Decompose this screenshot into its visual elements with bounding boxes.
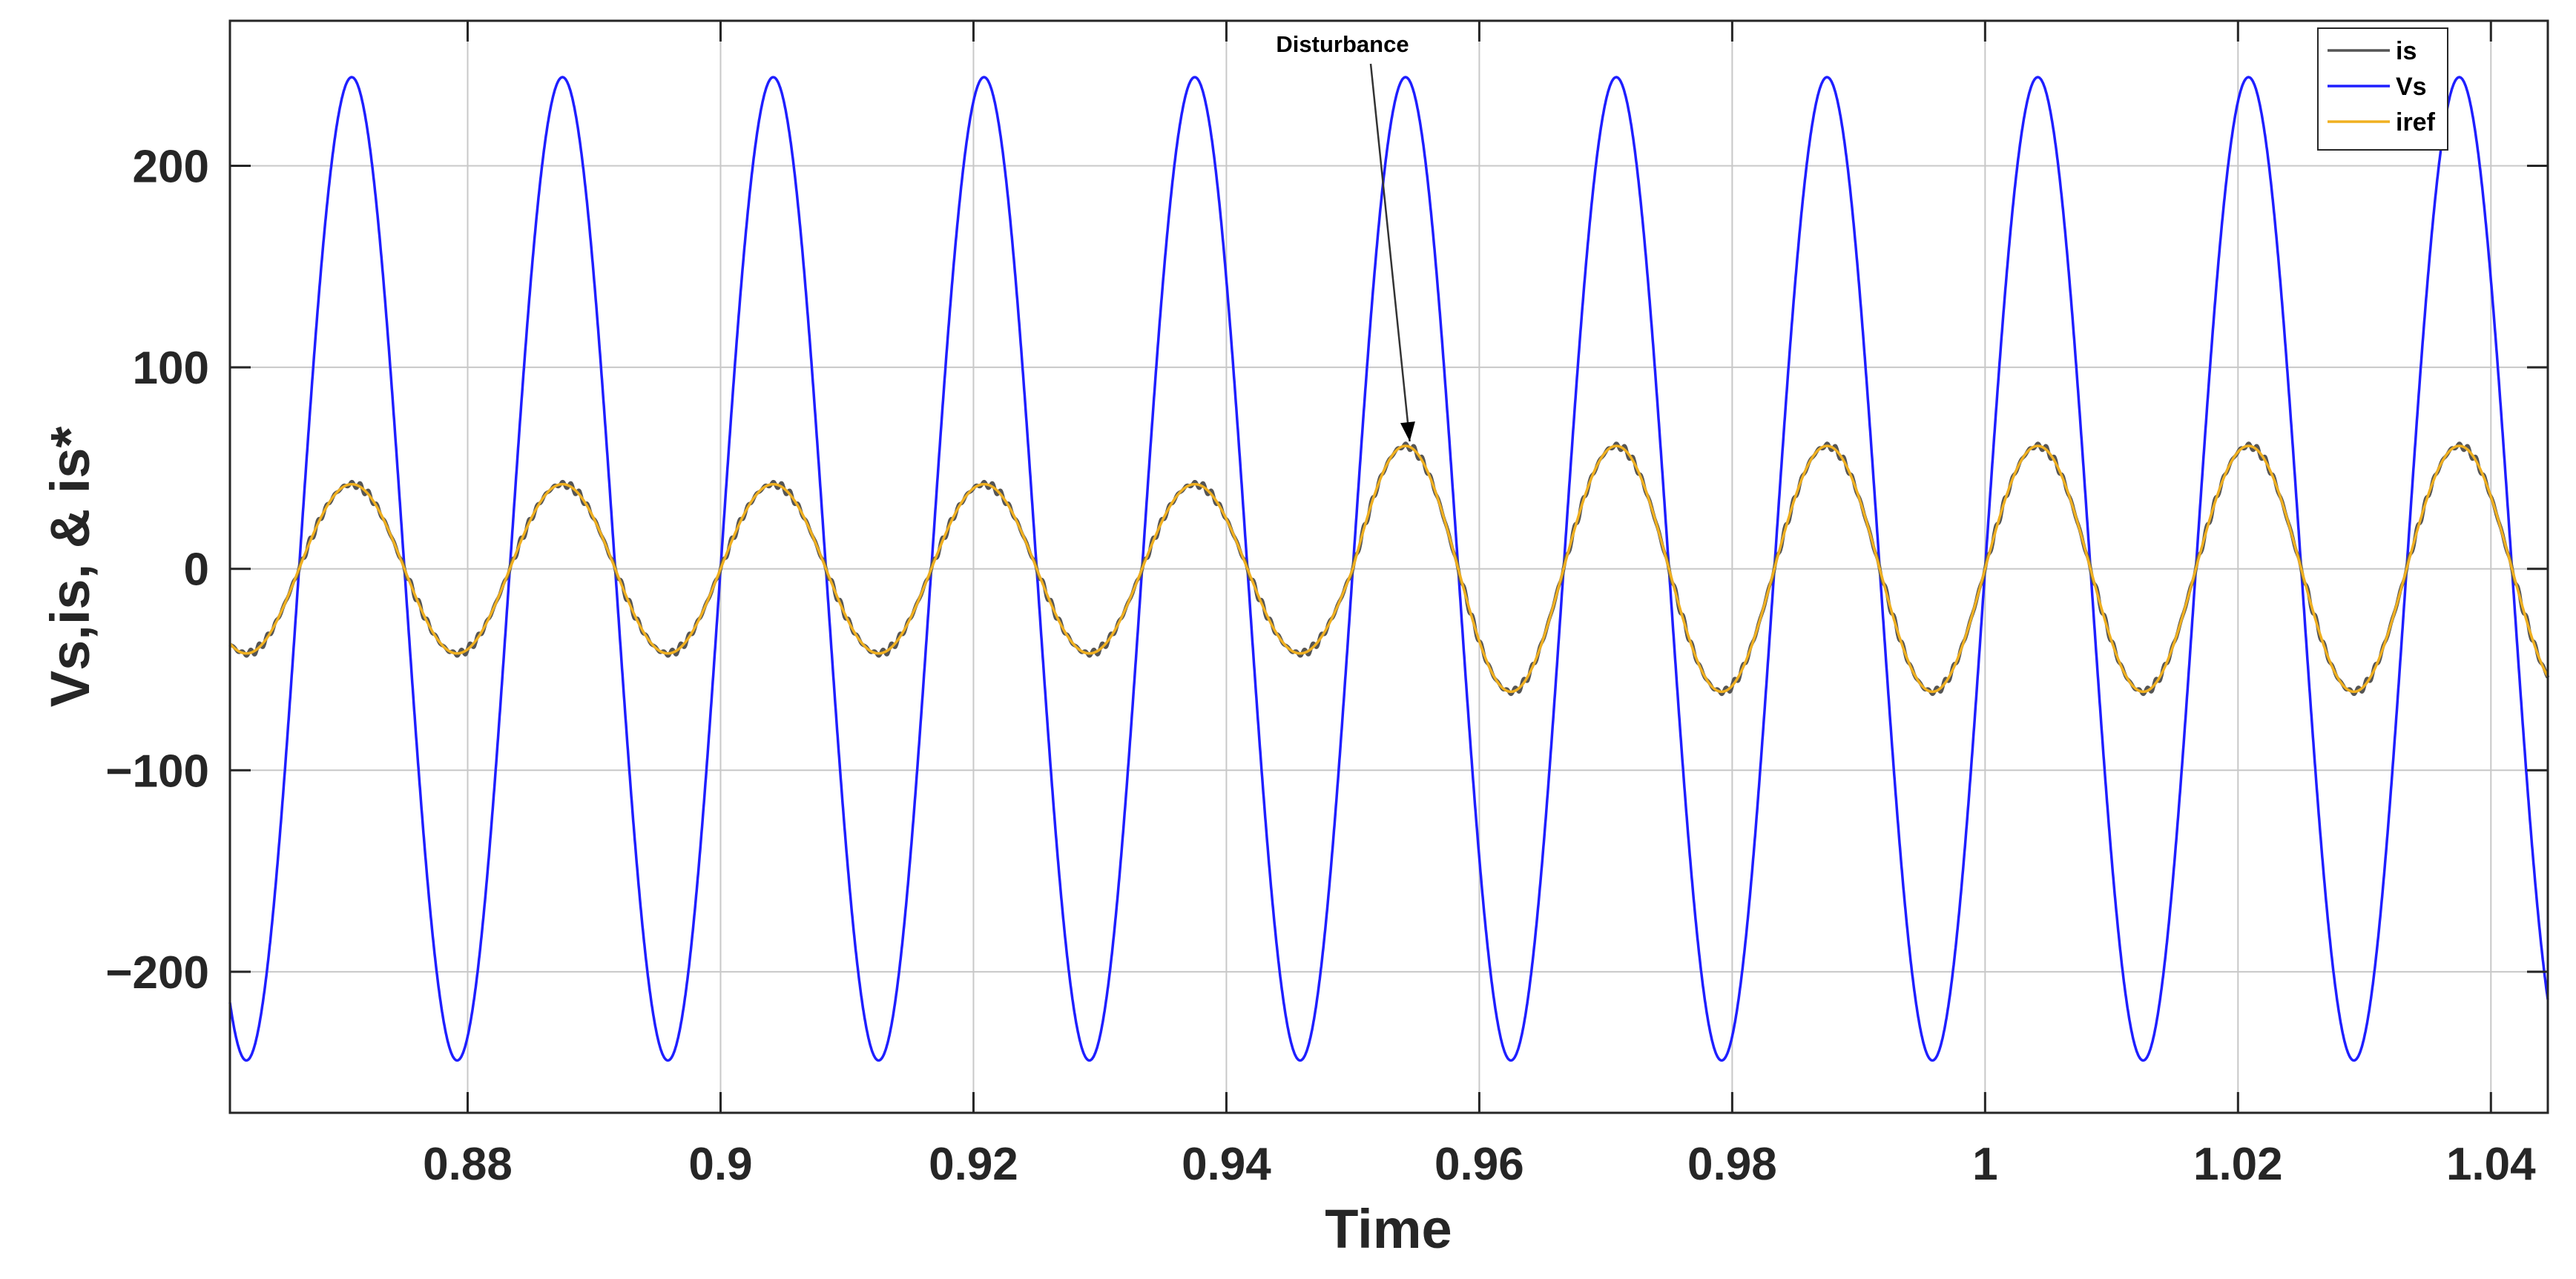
y-tick-label: 200 [133,142,209,193]
ticks: 0.88 0.9 0.92 0.94 0.96 0.98 1 1.02 1.04 −200 −100… [105,21,2548,1190]
legend-box [2317,27,2448,151]
y-axis-label: Vs,is, & is* [39,427,101,708]
plot-frame [228,19,2549,1114]
plot-background [230,21,2548,1113]
x-tick-label: 0.96 [1434,1139,1524,1190]
y-tick-label: −100 [105,746,209,797]
x-tick-label: 1.04 [2446,1139,2536,1190]
legend: is Vs iref [2317,27,2448,151]
series-line-Vs [228,76,2549,1062]
annotation-arrow-head [1400,421,1415,442]
x-tick-label: 0.88 [423,1139,513,1190]
legend-label-is: is [2396,37,2417,65]
y-tick-label: −200 [105,947,209,999]
x-tick-label: 1.02 [2193,1139,2283,1190]
legend-label-iref: iref [2396,108,2436,137]
series-layer [228,76,2550,1062]
annotation-label: Disturbance [1276,31,1409,57]
series-line-iref [228,444,2549,694]
x-tick-label: 0.94 [1182,1139,1271,1190]
legend-label-Vs: Vs [2396,73,2427,101]
x-tick-label: 0.9 [688,1139,752,1190]
annotation-arrow-line [1369,63,1411,442]
y-tick-label: 0 [184,545,209,596]
x-tick-label: 0.92 [929,1139,1018,1190]
x-tick-label: 1 [1972,1139,1997,1190]
x-tick-label: 0.98 [1687,1139,1777,1190]
y-tick-label: 100 [133,343,209,394]
x-axis-label: Time [1325,1198,1452,1260]
annotation: Disturbance [1276,31,1415,442]
